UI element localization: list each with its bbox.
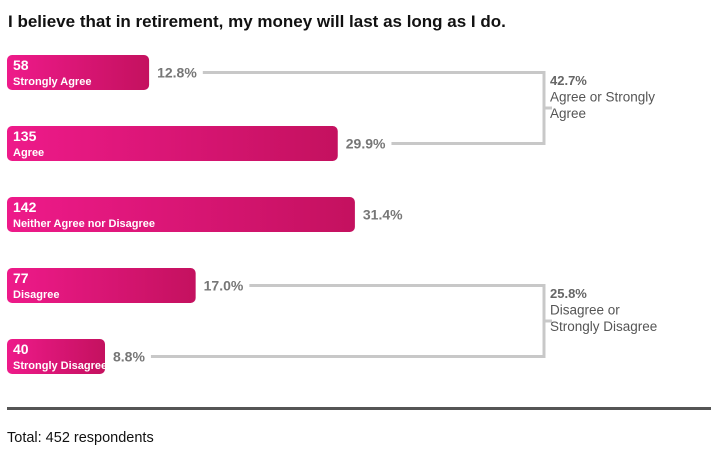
bar-value-neither-agree-nor-disagree: 142: [13, 199, 37, 215]
group-disagree-or-strongly-disagree-label-line: Disagree or: [550, 303, 620, 318]
bar-percent-neither-agree-nor-disagree: 31.4%: [363, 207, 403, 223]
bar-group-strongly-disagree: 40 Strongly Disagree 8.8%: [7, 339, 145, 374]
bar-group-neither-agree-nor-disagree: 142 Neither Agree nor Disagree 31.4%: [7, 197, 403, 232]
bar-category-strongly-agree: Strongly Agree: [13, 76, 91, 88]
bar-category-strongly-disagree: Strongly Disagree: [13, 360, 107, 372]
footer-divider: [7, 407, 711, 410]
bar-agree: [7, 126, 338, 161]
total-respondents: Total: 452 respondents: [7, 430, 154, 446]
bar-group-agree: 135 Agree 29.9%: [7, 126, 386, 161]
bar-value-disagree: 77: [13, 270, 29, 286]
bar-strongly-disagree: [7, 339, 105, 374]
group-agree-or-strongly-agree-label-line: Agree or Strongly: [550, 90, 655, 105]
group-disagree-or-strongly-disagree-percent: 25.8%: [550, 286, 587, 301]
group-agree-or-strongly-agree-percent: 42.7%: [550, 73, 587, 88]
bar-percent-disagree: 17.0%: [204, 278, 244, 294]
bar-chart: 42.7%Agree or StronglyAgree25.8%Disagree…: [7, 55, 657, 374]
bar-neither-agree-nor-disagree: [7, 197, 355, 232]
bar-value-agree: 135: [13, 128, 37, 144]
bar-category-neither-agree-nor-disagree: Neither Agree nor Disagree: [13, 218, 155, 230]
bar-percent-strongly-agree: 12.8%: [157, 65, 197, 81]
bar-category-disagree: Disagree: [13, 289, 59, 301]
bar-group-disagree: 77 Disagree 17.0%: [7, 268, 244, 303]
bar-percent-strongly-disagree: 8.8%: [113, 349, 145, 365]
bar-value-strongly-agree: 58: [13, 57, 29, 73]
bar-category-agree: Agree: [13, 147, 44, 159]
group-agree-or-strongly-agree-label-line: Agree: [550, 106, 586, 121]
bar-group-strongly-agree: 58 Strongly Agree 12.8%: [7, 55, 197, 90]
bar-percent-agree: 29.9%: [346, 136, 386, 152]
bar-disagree: [7, 268, 196, 303]
group-disagree-or-strongly-disagree-bracket: [150, 284, 546, 358]
chart-title: I believe that in retirement, my money w…: [8, 12, 506, 31]
bar-strongly-agree: [7, 55, 150, 90]
bar-value-strongly-disagree: 40: [13, 341, 29, 357]
group-disagree-or-strongly-disagree-label-line: Strongly Disagree: [550, 319, 657, 334]
